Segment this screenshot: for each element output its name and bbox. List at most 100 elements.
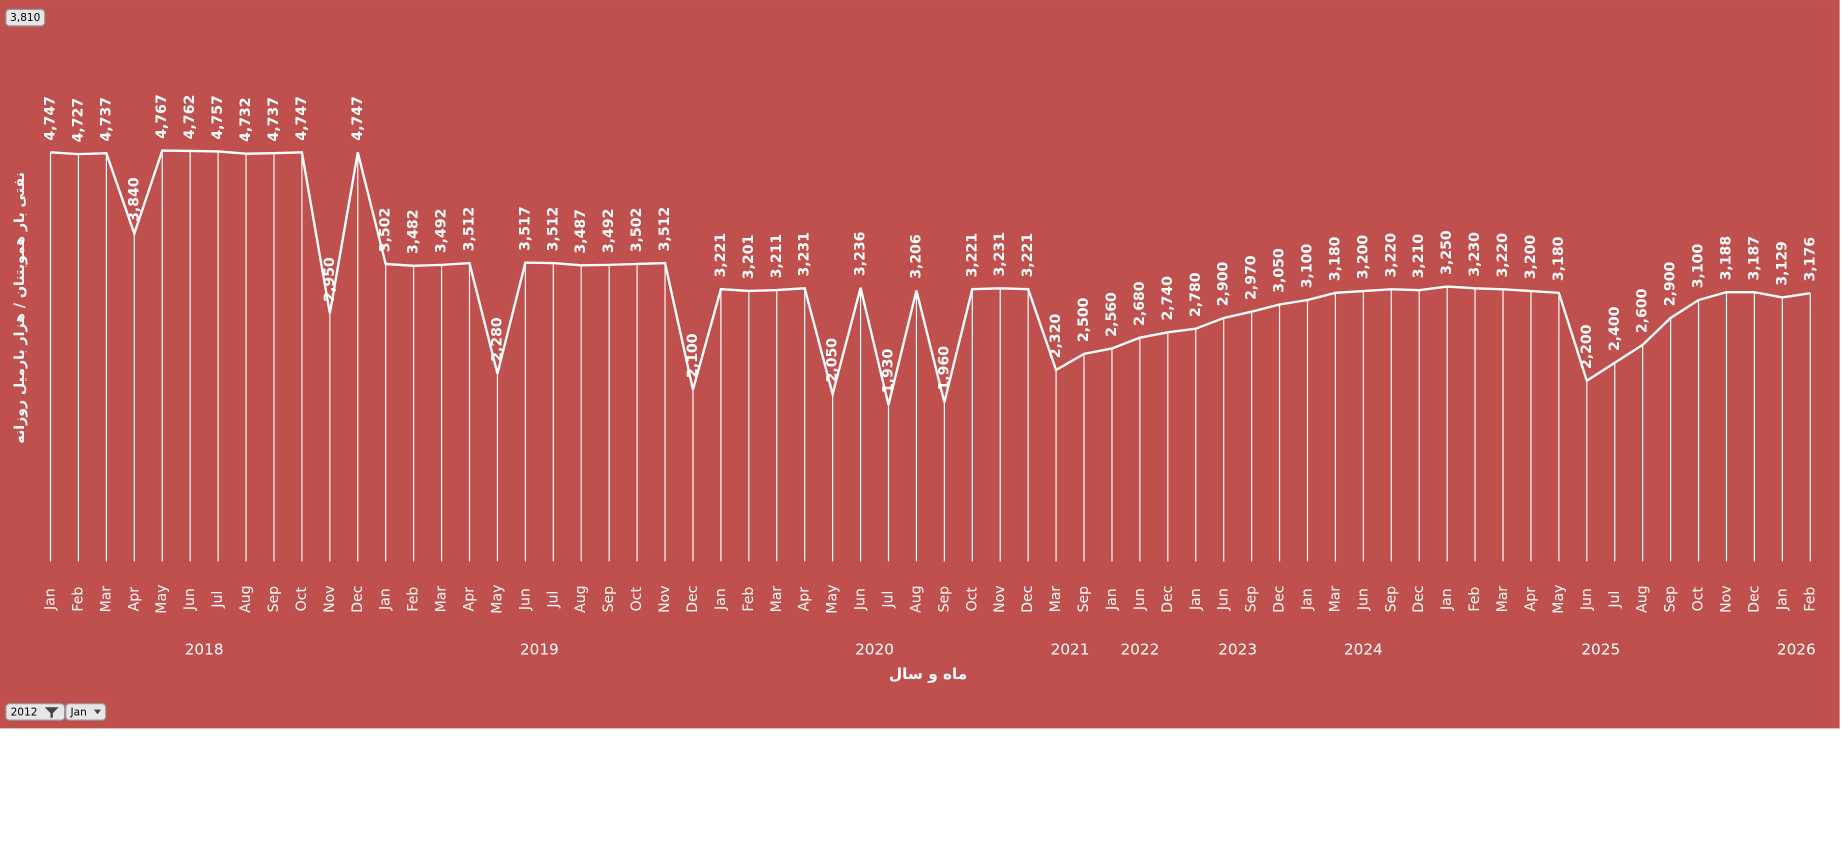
x-tick-label: May <box>1551 585 1567 614</box>
x-tick-label: Jan <box>713 588 729 611</box>
value-label: 2,950 <box>322 257 338 302</box>
x-tick-label: Mar <box>434 586 450 613</box>
value-label: 2,320 <box>1048 313 1064 358</box>
year-filter-button[interactable]: 2012 <box>5 703 66 721</box>
button-box <box>5 8 46 27</box>
x-tick-label: Sep <box>1076 586 1092 613</box>
x-tick-label: Jul <box>1607 591 1623 609</box>
value-label: 4,737 <box>98 97 114 142</box>
x-tick-label: Jun <box>1579 588 1595 611</box>
x-tick-label: May <box>154 585 170 614</box>
x-tick-label: Oct <box>294 587 310 612</box>
x-tick-label: Sep <box>1663 586 1679 613</box>
value-label: 2,560 <box>1104 292 1120 337</box>
value-label: 2,400 <box>1607 306 1623 351</box>
value-label: 2,740 <box>1160 276 1176 321</box>
value-label: 3,230 <box>1467 232 1483 277</box>
x-tick-label: Jan <box>43 588 59 611</box>
x-tick-label: Dec <box>1160 586 1176 613</box>
value-label: 3,220 <box>1495 233 1511 278</box>
x-tick-label: Feb <box>1802 587 1818 612</box>
year-label: 2025 <box>1581 640 1620 658</box>
x-tick-label: Aug <box>908 585 924 613</box>
x-tick-label: Apr <box>797 587 813 612</box>
value-label: 2,780 <box>1188 272 1204 317</box>
x-tick-label: Dec <box>1746 586 1762 613</box>
series-line <box>50 149 1811 406</box>
x-tick-label: Feb <box>406 587 422 612</box>
x-tick-label: Mar <box>1048 586 1064 613</box>
x-tick-label: Oct <box>629 587 645 612</box>
x-tick-label: May <box>825 585 841 614</box>
x-tick-label: Jul <box>210 591 226 609</box>
x-tick-label: Nov <box>1718 585 1734 612</box>
x-tick-label: Apr <box>1523 587 1539 612</box>
button-box <box>65 703 107 721</box>
value-label: 4,767 <box>154 94 170 139</box>
year-label: 2026 <box>1777 640 1816 658</box>
button-label: Jan <box>69 707 86 719</box>
value-label: 3,221 <box>964 233 980 278</box>
x-tick-label: Nov <box>657 585 673 612</box>
x-tick-label: Dec <box>685 586 701 613</box>
x-tick-label: Jun <box>1132 588 1148 611</box>
value-label: 3,512 <box>657 207 673 252</box>
value-label: 3,221 <box>713 233 729 278</box>
value-label: 4,747 <box>350 96 366 141</box>
year-label: 2018 <box>185 640 224 658</box>
value-label: 2,900 <box>1663 261 1679 306</box>
year-label: 2022 <box>1120 640 1159 658</box>
x-tick-label: Sep <box>1244 586 1260 613</box>
year-label: 2023 <box>1218 640 1257 658</box>
value-label: 3,231 <box>992 232 1008 277</box>
value-label: 2,050 <box>825 338 841 383</box>
x-tick-label: Jul <box>545 591 561 609</box>
value-label: 3,502 <box>629 208 645 253</box>
x-tick-label: Aug <box>238 585 254 613</box>
x-tick-label: Apr <box>462 587 478 612</box>
x-tick-label: Sep <box>266 586 282 613</box>
value-label: 4,747 <box>294 96 310 141</box>
button-label: 2012 <box>11 707 38 719</box>
value-label: 3,492 <box>601 209 617 254</box>
month-filter-button[interactable]: Jan <box>65 703 107 721</box>
x-tick-label: Jun <box>853 588 869 611</box>
value-label: 2,200 <box>1579 324 1595 369</box>
value-label: 3,482 <box>406 209 422 254</box>
x-tick-label: Nov <box>992 585 1008 612</box>
x-tick-label: Dec <box>350 586 366 613</box>
x-tick-label: Mar <box>769 586 785 613</box>
x-tick-label: Jan <box>1774 588 1790 611</box>
value-label: 2,280 <box>489 317 505 362</box>
value-label: 3,250 <box>1439 230 1455 275</box>
value-label: 4,762 <box>182 95 198 140</box>
value-label: 3,211 <box>769 234 785 279</box>
value-label: 3,487 <box>573 209 589 254</box>
x-tick-label: Mar <box>1327 586 1343 613</box>
year-label: 2019 <box>520 640 559 658</box>
year-label: 2020 <box>855 640 894 658</box>
value-label: 3,502 <box>378 208 394 253</box>
value-label: 3,840 <box>126 177 142 222</box>
value-label: 1,960 <box>936 346 952 391</box>
year-label: 2021 <box>1051 640 1090 658</box>
value-label: 2,100 <box>685 333 701 378</box>
x-tick-label: Apr <box>126 587 142 612</box>
value-label: 2,680 <box>1132 281 1148 326</box>
value-field-button[interactable]: 3,810 <box>5 8 46 27</box>
x-tick-label: Sep <box>936 586 952 613</box>
x-tick-label: Feb <box>70 587 86 612</box>
x-tick-label: Sep <box>1383 586 1399 613</box>
filter-icon <box>44 707 59 718</box>
x-tick-label: Feb <box>1467 587 1483 612</box>
dropdown-arrow <box>93 709 102 715</box>
x-tick-label: Jan <box>1104 588 1120 611</box>
value-label: 4,757 <box>210 95 226 140</box>
value-label: 3,050 <box>1272 248 1288 293</box>
value-label: 3,200 <box>1523 235 1539 280</box>
value-label: 4,747 <box>43 96 59 141</box>
value-label: 1,930 <box>880 348 896 393</box>
value-label: 3,512 <box>545 207 561 252</box>
